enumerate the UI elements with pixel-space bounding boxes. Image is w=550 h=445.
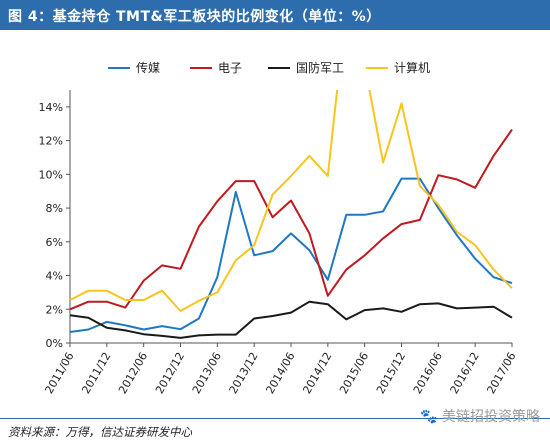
- line-chart: 0% 2% 4% 6% 8% 10% 12% 14% 2011/06 2011/12 2012/06…: [39, 60, 519, 396]
- y-tick-label: 2%: [46, 303, 63, 316]
- x-tick-label: 2015/12: [374, 350, 408, 396]
- y-tick-label: 14%: [39, 101, 63, 114]
- figure-title: 图 4：基金持仓 TMT&军工板块的比例变化（单位：%）: [8, 9, 381, 25]
- x-tick-label: 2011/06: [42, 350, 76, 396]
- y-tick-label: 6%: [46, 236, 63, 249]
- series-line-4: [69, 90, 513, 312]
- series-line-2: [69, 129, 513, 311]
- figure-title-bar: 图 4：基金持仓 TMT&军工板块的比例变化（单位：%）: [0, 0, 550, 30]
- y-tick-label: 8%: [46, 202, 63, 215]
- legend-label: 传媒: [136, 60, 160, 75]
- y-tick-label: 10%: [39, 168, 63, 181]
- x-tick-label: 2016/06: [411, 350, 445, 396]
- footer-divider: [0, 418, 550, 419]
- x-tick-label: 2013/12: [227, 350, 261, 396]
- x-tick-label: 2017/06: [484, 350, 518, 396]
- y-tick-label: 12%: [39, 135, 63, 148]
- x-tick-label: 2014/06: [263, 350, 297, 396]
- y-tick-label: 0%: [46, 337, 63, 350]
- x-tick-label: 2012/06: [116, 350, 150, 396]
- x-tick-label: 2016/12: [448, 350, 482, 396]
- watermark: 🐾 美链招投资策略: [420, 409, 540, 425]
- series-line-3: [69, 300, 513, 339]
- legend-label: 国防军工: [296, 60, 344, 75]
- legend-label: 电子: [218, 61, 242, 75]
- x-tick-label: 2014/12: [300, 350, 334, 396]
- plot-area: [69, 90, 513, 339]
- x-tick-label: 2012/12: [153, 350, 187, 396]
- x-tick-label: 2015/06: [337, 350, 371, 396]
- source-note: 资料来源：万得，信达证券研发中心: [8, 425, 192, 439]
- x-tick-label: 2013/06: [190, 350, 224, 396]
- x-tick-label: 2011/12: [79, 350, 113, 396]
- y-tick-label: 4%: [46, 270, 63, 283]
- series-line-1: [69, 177, 513, 333]
- legend-label: 计算机: [394, 60, 430, 75]
